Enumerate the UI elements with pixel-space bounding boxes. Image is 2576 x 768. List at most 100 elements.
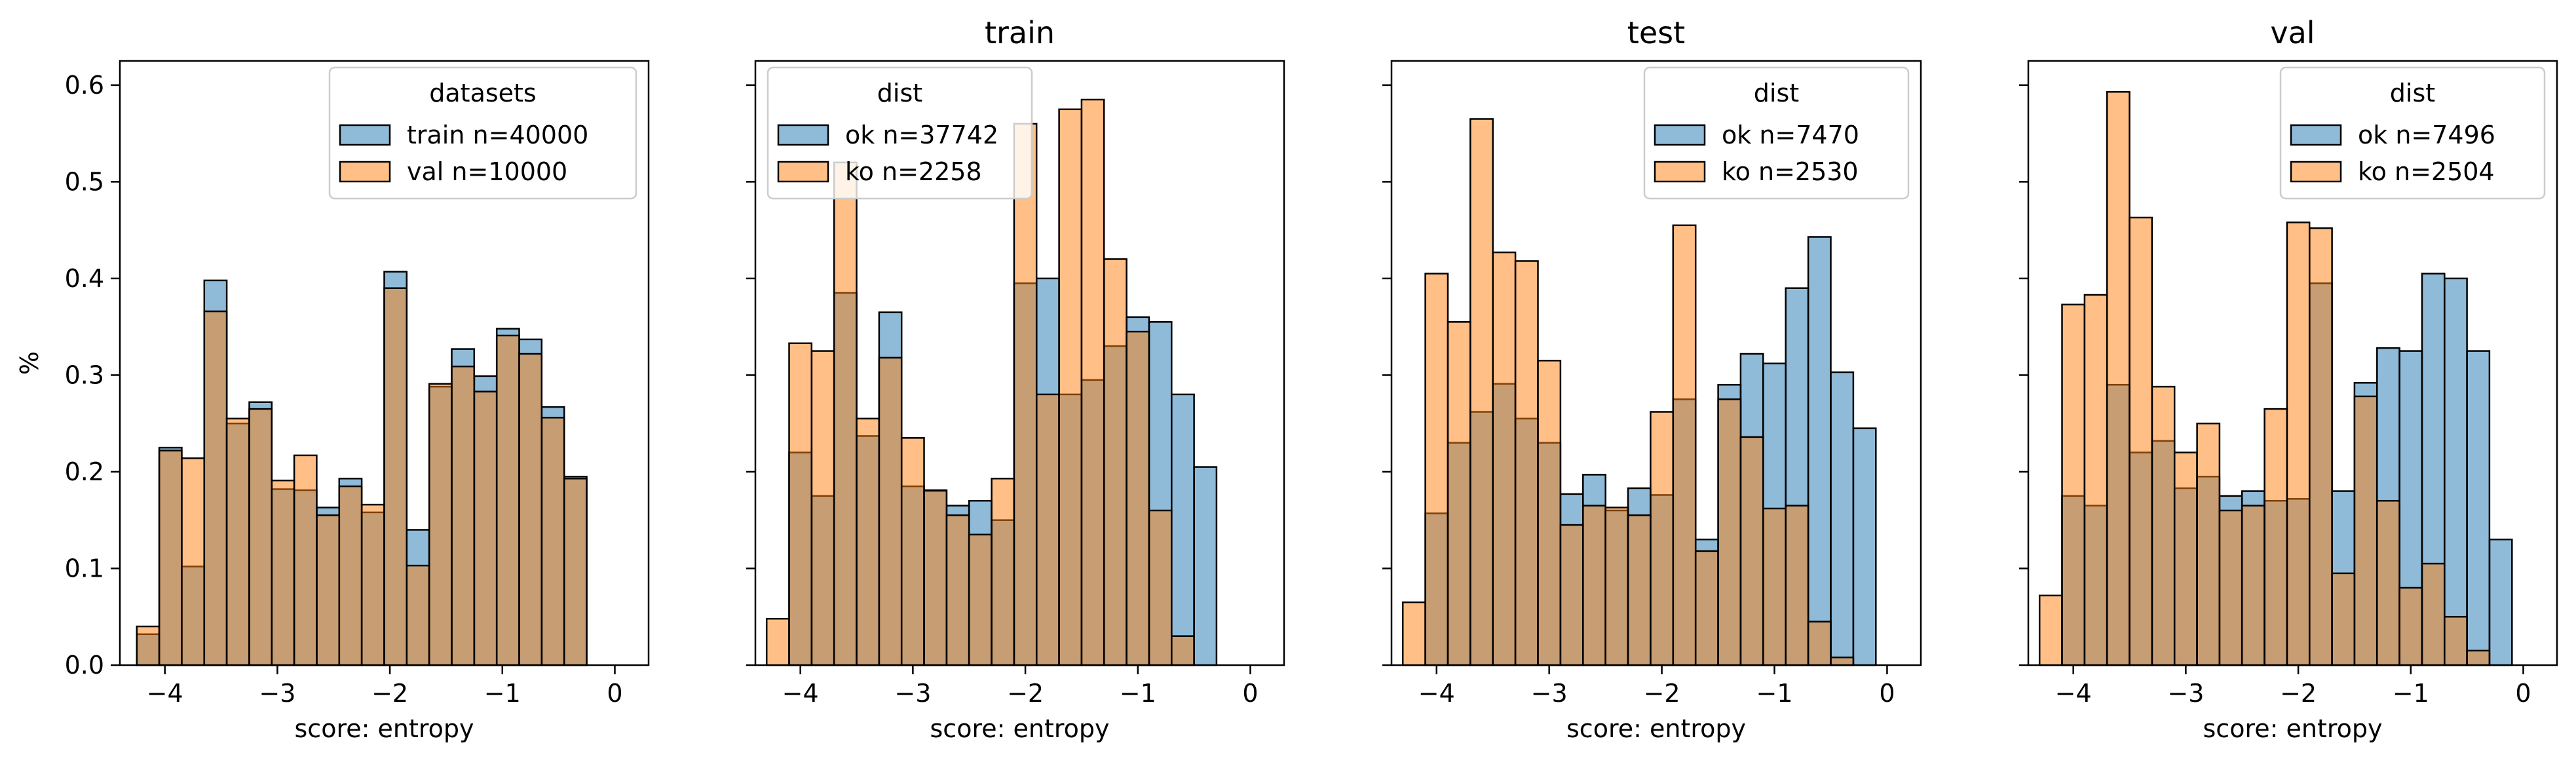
legend-entry-label: val n=10000 (407, 157, 567, 186)
bar-series2 (1148, 509, 1173, 666)
x-tick-label: −1 (484, 679, 521, 708)
legend-entry-label: ko n=2530 (1722, 157, 1859, 186)
legend-title: dist (2390, 79, 2435, 107)
legend-box (328, 66, 637, 200)
bar-series2 (1469, 118, 1494, 666)
x-tick-label: −1 (1756, 679, 1792, 708)
bar-series2 (1537, 360, 1562, 666)
bar-series2 (563, 478, 588, 666)
bar-series2 (923, 489, 948, 666)
legend-title: dist (1754, 79, 1799, 107)
bar-series1 (2466, 350, 2491, 666)
bar-series2 (2196, 422, 2221, 666)
x-tick-label: −4 (147, 679, 183, 708)
bar-series2 (2083, 294, 2108, 666)
bar-series2 (1739, 436, 1764, 666)
x-tick-label: −4 (1418, 679, 1455, 708)
bar-series2 (495, 334, 520, 666)
x-tick-label: −4 (2055, 679, 2092, 708)
bar-series2 (1672, 224, 1697, 666)
bar-series1 (1193, 466, 1218, 666)
bar-series2 (271, 479, 295, 666)
legend-entry-label: ok n=7496 (2358, 121, 2495, 149)
legend-entry-label: ok n=7470 (1722, 121, 1859, 149)
bar-series2 (1171, 635, 1195, 666)
x-tick-label: 0 (1879, 679, 1895, 708)
bar-series2 (2173, 451, 2198, 666)
bar-series2 (383, 287, 408, 666)
bar-series2 (2309, 227, 2333, 666)
x-tick-label: −3 (2167, 679, 2204, 708)
bar-series1 (1171, 393, 1195, 666)
bar-series2 (316, 514, 341, 666)
y-tick-label: 0.5 (65, 167, 104, 196)
x-tick-label: 0 (607, 679, 622, 708)
axes-frame (754, 60, 1285, 666)
x-tick-label: −3 (1531, 679, 1568, 708)
bar-series2 (991, 478, 1015, 666)
legend-entry-label: ko n=2504 (2358, 157, 2495, 186)
bar-series2 (1717, 398, 1742, 666)
bar-series2 (2241, 505, 2265, 666)
bar-series2 (810, 350, 835, 666)
bar-series2 (203, 310, 228, 666)
bar-series1 (1852, 427, 1877, 666)
legend-box (767, 66, 1033, 200)
x-axis-label: score: entropy (1566, 714, 1746, 743)
x-tick-label: 0 (2515, 679, 2531, 708)
bar-series2 (293, 454, 318, 666)
legend-swatch (777, 124, 829, 146)
bar-series2 (765, 617, 790, 666)
panel-title: val (2270, 15, 2315, 50)
bar-series2 (181, 457, 205, 666)
x-tick-label: −1 (2393, 679, 2429, 708)
y-tick-label: 0.0 (65, 651, 104, 680)
bar-series2 (248, 408, 273, 666)
bar-series2 (136, 625, 161, 666)
bar-series2 (1807, 621, 1832, 666)
y-tick-label: 0.1 (65, 554, 104, 583)
legend-swatch (777, 161, 829, 183)
legend-swatch (1654, 161, 1706, 183)
bar-series2 (540, 417, 565, 666)
bar-series1 (2444, 277, 2468, 666)
bar-series2 (1080, 98, 1105, 666)
panel-title: test (1627, 15, 1685, 50)
bar-series2 (2353, 395, 2378, 666)
legend: dist ok n=7496 ko n=2504 (2279, 66, 2546, 200)
bar-series2 (878, 356, 903, 666)
x-tick-label: −2 (2280, 679, 2317, 708)
x-tick-label: 0 (1242, 679, 1258, 708)
bar-series1 (1807, 236, 1832, 666)
bar-series2 (2218, 509, 2243, 666)
bar-series2 (158, 450, 183, 666)
bar-series2 (360, 503, 385, 666)
bar-series2 (2421, 562, 2446, 666)
y-tick-label: 0.3 (65, 360, 104, 389)
x-tick-label: −3 (894, 679, 931, 708)
bar-series2 (2038, 594, 2063, 666)
bar-series2 (2466, 649, 2491, 666)
y-tick-label: 0.4 (65, 264, 104, 293)
legend-swatch (339, 161, 391, 183)
x-tick-label: −2 (1644, 679, 1680, 708)
bar-series2 (945, 514, 970, 666)
bar-series2 (2331, 572, 2356, 666)
bar-series2 (900, 437, 925, 666)
legend-entry-label: ok n=37742 (845, 121, 998, 149)
x-tick-label: −4 (782, 679, 819, 708)
legend-swatch (2290, 161, 2342, 183)
x-tick-label: −2 (1007, 679, 1044, 708)
legend-title: dist (877, 79, 922, 107)
bar-series1 (1830, 371, 1855, 666)
bar-series2 (2444, 615, 2468, 666)
bar-series2 (1013, 123, 1038, 666)
bar-series2 (1762, 507, 1787, 666)
panel-val: −4 −3 −2 −1 0 score: entropy val dist ok n=7496 k… (2019, 15, 2558, 743)
bar-series2 (1785, 505, 1809, 666)
bar-series2 (1604, 507, 1629, 666)
bar-series1 (2488, 538, 2513, 666)
y-tick-label: 0.2 (65, 457, 104, 486)
legend: dist ok n=7470 ko n=2530 (1643, 66, 1910, 200)
